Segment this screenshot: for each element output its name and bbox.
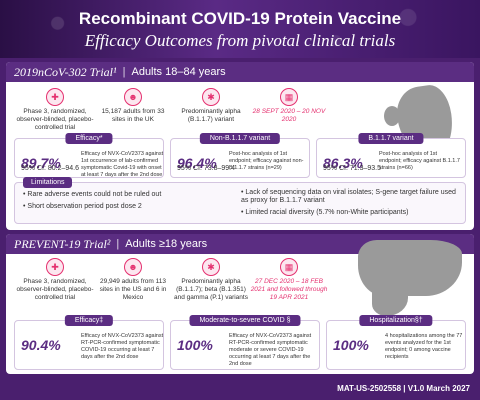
card-ci: 95% CI: 80.2–94.6: [21, 165, 79, 172]
page-subtitle: Efficacy Outcomes from pivotal clinical …: [84, 31, 396, 50]
info-design: ✚ Phase 3, randomized, observer-blinded, …: [16, 258, 94, 302]
pill-icon: ✚: [46, 258, 64, 276]
mexico-map-shape: [372, 286, 408, 316]
card-value: 100%: [333, 337, 369, 353]
non-b117-card: Non-B.1.1.7 variant 96.4% Post-hoc analy…: [170, 133, 310, 178]
people-icon: ☻: [124, 258, 142, 276]
card-value: 86.3%: [323, 155, 363, 171]
pill-icon: ✚: [46, 88, 64, 106]
page-title: Recombinant COVID-19 Protein Vaccine: [78, 9, 402, 28]
info-variant: ✱ Predominantly alpha (B.1.1.7); beta (B.…: [172, 258, 250, 302]
moderate-severe-card: Moderate-to-severe COVID § 100% Efficacy…: [170, 315, 320, 370]
calendar-icon: ▦: [280, 258, 298, 276]
document-code: MAT-US-2502558 | V1.0 March 2027: [337, 384, 470, 393]
hospitalization-card: Hospitalization§† 100% 4 hospitalization…: [326, 315, 466, 370]
card-description: Post-hoc analysis of 1st endpoint; effic…: [379, 151, 460, 171]
card-label: Non-B.1.1.7 variant: [199, 133, 281, 144]
trial-ages: Adults 18–84 years: [131, 66, 226, 78]
info-dates: ▦ 27 DEC 2020 – 18 FEB 2021 and followed …: [250, 258, 328, 302]
card-label: Moderate-to-severe COVID §: [189, 315, 301, 326]
separator: |: [116, 238, 120, 250]
card-value: 100%: [177, 337, 213, 353]
card-value: 89.7%: [21, 155, 61, 171]
separator: |: [122, 66, 126, 78]
card-description: Efficacy of NVX-CoV2373 against 1st occu…: [81, 151, 164, 178]
limitation-item: • Short observation period post dose 2: [23, 203, 142, 210]
limitation-item: • Limited racial diversity (5.7% non-Whi…: [241, 209, 409, 216]
virus-icon: ✱: [202, 88, 220, 106]
b117-card: B.1.1.7 variant 86.3% Post-hoc analysis …: [316, 133, 466, 178]
trial-name: 2019nCoV-302 Trial¹: [14, 64, 117, 79]
trial-header: PREVENT-19 Trial² | Adults ≥18 years: [6, 234, 474, 254]
card-value: 90.4%: [21, 337, 61, 353]
limitations-title: Limitations: [23, 177, 73, 188]
card-label: Efficacy‡: [64, 315, 114, 326]
info-participants: ☻ 15,187 adults from 33 sites in the UK: [94, 88, 172, 132]
limitation-item: • Lack of sequencing data on viral isola…: [241, 189, 456, 204]
card-description: 4 hospitalizations among the 77 events a…: [385, 333, 463, 360]
card-description: Efficacy of NVX-CoV2373 against RT-PCR-c…: [229, 333, 312, 367]
card-label: Efficacy*: [65, 133, 113, 144]
banner-background: [0, 0, 480, 58]
calendar-icon: ▦: [280, 88, 298, 106]
trial-panel-302: 2019nCoV-302 Trial¹ | Adults 18–84 years…: [6, 62, 474, 230]
info-participants: ☻ 29,949 adults from 113 sites in the US …: [94, 258, 172, 302]
people-icon: ☻: [124, 88, 142, 106]
limitation-item: • Rare adverse events could not be ruled…: [23, 191, 162, 198]
trial-panel-prevent19: PREVENT-19 Trial² | Adults ≥18 years ✚ Ph…: [6, 234, 474, 374]
card-label: B.1.1.7 variant: [358, 133, 424, 144]
card-value: 96.4%: [177, 155, 217, 171]
info-design: ✚ Phase 3, randomized, observer-blinded, …: [16, 88, 94, 132]
card-description: Efficacy of NVX-CoV2373 against RT-PCR-c…: [81, 333, 164, 360]
card-ci: 95% CI: 73.8–99.4: [177, 165, 235, 172]
trial-info-row: ✚ Phase 3, randomized, observer-blinded, …: [16, 88, 328, 132]
trial-ages: Adults ≥18 years: [125, 238, 208, 250]
trial-name: PREVENT-19 Trial²: [14, 236, 111, 251]
virus-icon: ✱: [202, 258, 220, 276]
info-dates: ▦ 28 SEPT 2020 – 20 NOV 2020: [250, 88, 328, 132]
header-banner: Recombinant COVID-19 Protein Vaccine Eff…: [0, 0, 480, 58]
trial-header: 2019nCoV-302 Trial¹ | Adults 18–84 years: [6, 62, 474, 82]
limitations-box: Limitations • Rare adverse events could …: [14, 177, 466, 224]
efficacy-card: Efficacy‡ 90.4% Efficacy of NVX-CoV2373 …: [14, 315, 164, 370]
trial-info-row: ✚ Phase 3, randomized, observer-blinded, …: [16, 258, 328, 302]
card-label: Hospitalization§†: [359, 315, 433, 326]
info-variant: ✱ Predominantly alpha (B.1.1.7) variant: [172, 88, 250, 132]
card-ci: 95% CI: 71.3–93.5: [323, 165, 381, 172]
efficacy-card: Efficacy* 89.7% Efficacy of NVX-CoV2373 …: [14, 133, 164, 178]
card-description: Post-hoc analysis of 1st endpoint; effic…: [229, 151, 304, 171]
